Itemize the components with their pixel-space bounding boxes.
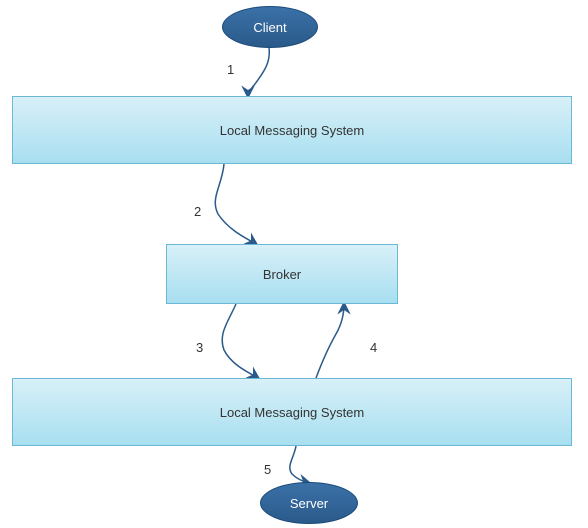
node-lms1: Local Messaging System <box>12 96 572 164</box>
edge-label-e5: 5 <box>264 462 271 477</box>
node-label-broker: Broker <box>263 267 301 282</box>
edge-e5 <box>290 446 309 483</box>
node-lms2: Local Messaging System <box>12 378 572 446</box>
edge-label-e3: 3 <box>196 340 203 355</box>
edge-e2 <box>215 164 256 244</box>
edge-e3 <box>222 304 258 378</box>
edge-label-e4: 4 <box>370 340 377 355</box>
node-label-server: Server <box>290 496 328 511</box>
node-client: Client <box>222 6 318 48</box>
node-label-lms1: Local Messaging System <box>220 123 365 138</box>
node-broker: Broker <box>166 244 398 304</box>
edge-e4 <box>316 304 344 378</box>
edge-label-e1: 1 <box>227 62 234 77</box>
edge-label-e2: 2 <box>194 204 201 219</box>
node-label-client: Client <box>253 20 286 35</box>
edge-e1 <box>248 48 269 96</box>
node-server: Server <box>260 482 358 524</box>
node-label-lms2: Local Messaging System <box>220 405 365 420</box>
